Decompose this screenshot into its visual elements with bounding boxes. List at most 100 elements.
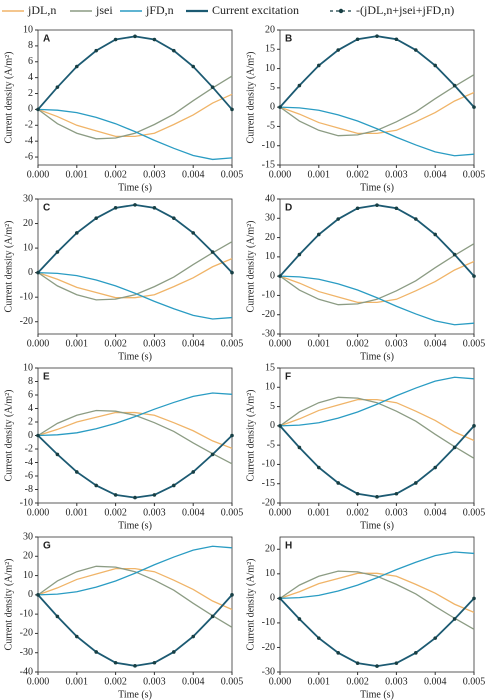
y-tick-label: -10 xyxy=(262,290,275,301)
y-tick-label: 6 xyxy=(28,389,33,400)
panel-label: H xyxy=(285,541,292,552)
plot-frame xyxy=(37,536,233,673)
sum-marker xyxy=(133,664,137,668)
y-axis-label: Current density (A/m²) xyxy=(245,559,256,651)
sum-marker xyxy=(94,650,98,654)
sum-marker xyxy=(394,37,399,42)
sum-marker xyxy=(297,617,302,621)
y-tick-label: -10 xyxy=(20,608,33,619)
sum-marker xyxy=(472,596,476,601)
y-tick-label: -4 xyxy=(25,135,33,146)
panel: -20 -10 0 10 20 30 0.000 0.001 0.002 0.003 0.004 0.… xyxy=(3,193,243,362)
x-axis-label: Time (s) xyxy=(360,520,394,531)
y-tick-label: -10 xyxy=(262,140,275,151)
sum-marker xyxy=(336,217,341,221)
y-tick-label: -15 xyxy=(262,478,275,489)
sum-marker xyxy=(414,217,418,221)
sum-marker xyxy=(355,37,360,42)
y-tick-label: 8 xyxy=(28,376,33,387)
y-tick-label: -30 xyxy=(262,666,275,677)
legend-label: jFD,n xyxy=(145,3,174,17)
x-tick-label: 0.001 xyxy=(66,169,89,180)
sum-marker xyxy=(36,433,40,438)
y-tick-label: -5 xyxy=(267,439,275,450)
sum-marker xyxy=(336,48,341,52)
sum-marker xyxy=(414,48,418,52)
plot-frame xyxy=(37,29,233,166)
sum-marker xyxy=(172,483,176,488)
series-line xyxy=(37,35,233,111)
y-tick-label: 4 xyxy=(28,72,33,83)
y-tick-label: -30 xyxy=(262,328,275,339)
sum-marker xyxy=(336,481,341,485)
x-tick-label: 0.004 xyxy=(182,507,205,518)
series-line xyxy=(37,434,233,499)
y-tick-label: -8 xyxy=(25,484,33,495)
sum-marker xyxy=(133,203,137,207)
x-tick-label: 0.004 xyxy=(424,338,447,349)
x-tick-label: 0.002 xyxy=(104,507,127,518)
sum-marker xyxy=(191,470,195,474)
sum-marker xyxy=(472,274,476,278)
sum-marker xyxy=(133,495,137,500)
y-tick-label: 30 xyxy=(265,213,275,224)
sum-marker xyxy=(230,593,234,597)
y-tick-label: 15 xyxy=(265,44,275,55)
x-tick-label: 0.001 xyxy=(66,338,89,349)
legend-label: jsei xyxy=(95,3,113,17)
x-tick-label: 0.000 xyxy=(27,507,50,518)
x-tick-label: 0.004 xyxy=(182,169,205,180)
y-tick-label: -10 xyxy=(262,617,275,628)
sum-marker xyxy=(113,206,118,210)
sum-marker xyxy=(133,34,137,39)
x-tick-label: 0.004 xyxy=(424,507,447,518)
x-tick-label: 0.005 xyxy=(463,507,485,518)
y-axis-label: Current density (A/m²) xyxy=(3,390,14,482)
series-line xyxy=(37,108,233,161)
panel-label: A xyxy=(43,34,50,45)
sum-marker xyxy=(36,107,40,112)
y-tick-label: 15 xyxy=(265,362,275,373)
y-tick-label: 0 xyxy=(28,104,33,115)
sum-marker xyxy=(433,63,438,68)
x-tick-label: 0.002 xyxy=(104,338,127,349)
sum-marker xyxy=(36,270,40,275)
y-axis-label: Current density (A/m²) xyxy=(245,52,256,144)
x-tick-label: 0.005 xyxy=(463,338,485,349)
series-line xyxy=(279,243,475,306)
y-tick-label: -2 xyxy=(25,443,33,454)
y-tick-label: 10 xyxy=(265,568,275,579)
series-line xyxy=(279,570,475,630)
sum-marker xyxy=(297,445,302,450)
y-tick-label: 0 xyxy=(28,430,33,441)
sum-marker xyxy=(278,424,282,428)
sum-marker xyxy=(113,660,118,665)
x-tick-label: 0.004 xyxy=(182,676,205,687)
series-line xyxy=(279,74,475,137)
series-line xyxy=(37,258,233,299)
sum-marker xyxy=(152,206,157,210)
x-tick-label: 0.002 xyxy=(346,338,369,349)
y-tick-label: 4 xyxy=(28,403,33,414)
x-tick-label: 0.001 xyxy=(308,676,331,687)
sum-marker xyxy=(75,634,79,639)
x-tick-label: 0.000 xyxy=(27,338,50,349)
sum-marker xyxy=(230,433,234,438)
y-tick-label: -2 xyxy=(25,120,33,131)
panel: -30 -20 -10 0 10 20 30 40 0.000 0.001 0.002 0.003 0.… xyxy=(245,193,485,362)
sum-marker xyxy=(355,491,360,496)
y-tick-label: 10 xyxy=(265,63,275,74)
sum-marker xyxy=(297,252,302,257)
sum-marker xyxy=(394,206,399,211)
y-tick-label: -15 xyxy=(262,159,275,170)
x-tick-label: 0.001 xyxy=(308,507,331,518)
sum-marker xyxy=(414,651,418,655)
sum-marker xyxy=(55,85,60,89)
x-tick-label: 0.000 xyxy=(269,507,292,518)
panel-label: E xyxy=(43,372,50,383)
panel: -6 -4 -2 0 2 4 6 8 10 0.000 0.001 0.002 0.003 0.004 0.… xyxy=(3,24,243,193)
x-axis-label: Time (s) xyxy=(118,689,152,700)
sum-marker xyxy=(278,596,282,601)
series-line xyxy=(279,572,475,613)
x-tick-label: 0.005 xyxy=(221,338,244,349)
